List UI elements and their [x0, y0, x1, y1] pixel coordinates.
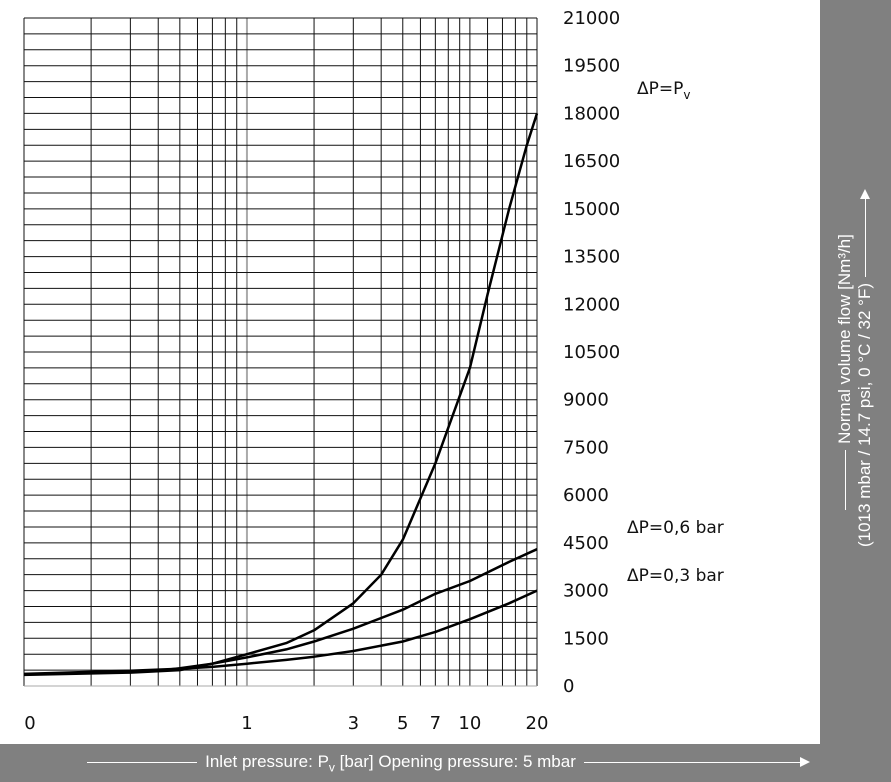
y-tick-label: 7500 [563, 437, 609, 458]
x-tick-label: 5 [397, 713, 408, 734]
y-tick-label: 21000 [563, 8, 620, 29]
series-label-0-6: ΔP=0,6 bar [627, 518, 724, 538]
y-axis-title-arrow [860, 189, 871, 277]
y-tick-label: 12000 [563, 294, 620, 315]
x-tick-label: 3 [348, 713, 359, 734]
x-tick-label: 10 [458, 713, 481, 734]
y-axis-arrowhead [860, 189, 871, 199]
y-tick-label: 19500 [563, 56, 620, 77]
y-tick-label: 18000 [563, 103, 620, 124]
y-tick-label: 3000 [563, 581, 609, 602]
x-tick-label: 20 [526, 713, 549, 734]
y-axis-title-arrow-tail [845, 449, 847, 510]
x-axis-title-text: Inlet pressure: Pv [bar] Opening pressur… [205, 752, 576, 775]
x-axis-arrow [583, 757, 810, 768]
y-tick-label: 4500 [563, 533, 609, 554]
y-tick-label: 1500 [563, 628, 609, 649]
series-line-1 [158, 548, 538, 672]
y-tick-label: 0 [563, 676, 574, 697]
x-axis-title-line-left [87, 762, 198, 764]
x-axis-arrowhead [799, 757, 810, 768]
series-line-2 [23, 589, 538, 676]
y-tick-label: 6000 [563, 485, 609, 506]
y-tick-label: 10500 [563, 342, 620, 363]
x-axis-title: Inlet pressure: Pv [bar] Opening pressur… [0, 752, 891, 774]
x-tick-label: 1 [241, 713, 252, 734]
x-tick-label: 7 [430, 713, 441, 734]
y-tick-label: 9000 [563, 390, 609, 411]
x-tick-label: 0 [24, 713, 35, 734]
y-axis-title: Normal volume flow [Nm³/h] (1013 mbar / … [835, 62, 875, 682]
y-tick-label: 16500 [563, 151, 620, 172]
y-tick-label: 15000 [563, 199, 620, 220]
series-label-pv: ΔP=Pv [637, 79, 691, 102]
y-axis-title-line-1: Normal volume flow [Nm³/h] [835, 234, 854, 444]
series-label-0-3: ΔP=0,3 bar [627, 566, 724, 586]
y-axis-title-bar [820, 0, 891, 744]
y-axis-title-line-2: (1013 mbar / 14.7 psi, 0 °C / 32 °F) [855, 283, 874, 547]
y-tick-label: 13500 [563, 247, 620, 268]
